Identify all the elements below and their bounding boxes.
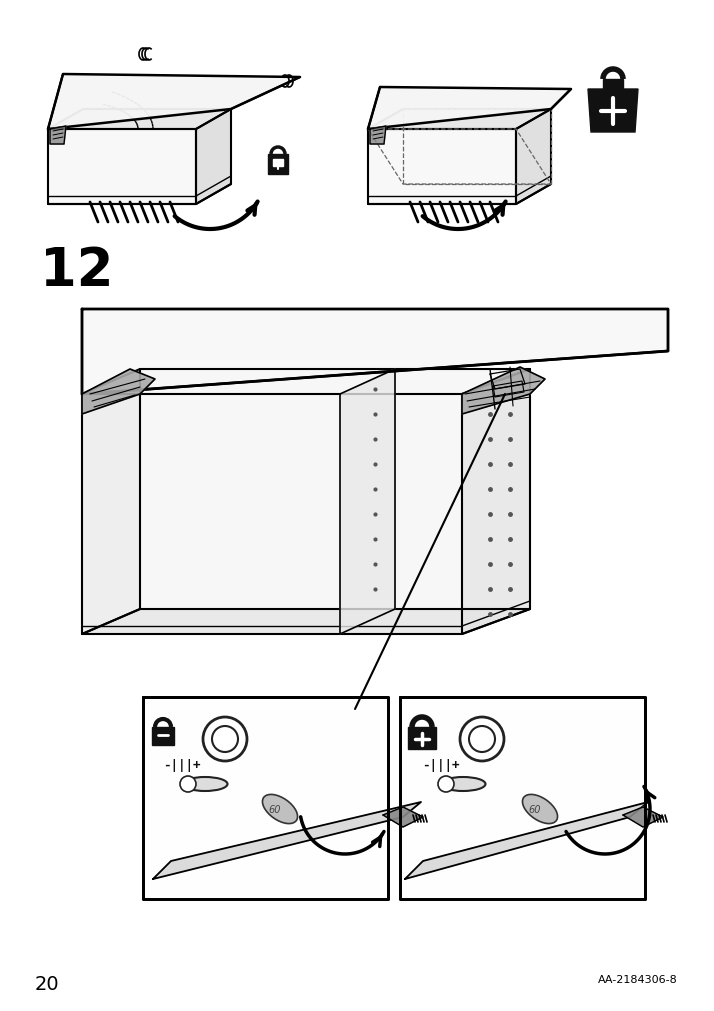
Polygon shape <box>82 370 155 415</box>
Ellipse shape <box>523 795 558 824</box>
Polygon shape <box>623 807 663 827</box>
Text: 12: 12 <box>40 245 114 296</box>
Polygon shape <box>408 727 436 749</box>
Polygon shape <box>82 610 530 634</box>
Polygon shape <box>368 110 551 129</box>
Text: AA-2184306-8: AA-2184306-8 <box>598 974 678 984</box>
Polygon shape <box>48 110 231 129</box>
Polygon shape <box>48 129 196 205</box>
Polygon shape <box>143 698 388 899</box>
Ellipse shape <box>263 795 298 824</box>
Polygon shape <box>462 370 530 634</box>
Polygon shape <box>196 110 231 205</box>
Text: -|||+: -|||+ <box>422 758 460 770</box>
Circle shape <box>469 726 495 752</box>
Circle shape <box>203 717 247 761</box>
Polygon shape <box>516 110 551 205</box>
Ellipse shape <box>441 777 486 792</box>
Polygon shape <box>368 129 516 205</box>
Polygon shape <box>48 75 300 129</box>
Polygon shape <box>268 155 288 175</box>
Polygon shape <box>152 727 174 745</box>
Polygon shape <box>370 126 386 145</box>
Polygon shape <box>400 698 645 899</box>
Circle shape <box>180 776 196 793</box>
Text: 60: 60 <box>528 804 540 814</box>
Circle shape <box>212 726 238 752</box>
Text: 20: 20 <box>35 974 60 993</box>
Ellipse shape <box>183 777 228 792</box>
Polygon shape <box>82 309 668 394</box>
Polygon shape <box>383 807 423 827</box>
Polygon shape <box>50 126 66 145</box>
Polygon shape <box>368 88 571 129</box>
Text: -|||+: -|||+ <box>163 758 201 770</box>
Polygon shape <box>462 368 545 415</box>
Polygon shape <box>603 80 623 90</box>
Circle shape <box>438 776 454 793</box>
Polygon shape <box>140 370 530 610</box>
Polygon shape <box>82 370 140 634</box>
Circle shape <box>460 717 504 761</box>
Polygon shape <box>153 802 421 880</box>
Polygon shape <box>273 160 283 167</box>
Text: 60: 60 <box>268 804 281 814</box>
Polygon shape <box>405 802 648 880</box>
Polygon shape <box>588 90 638 132</box>
Polygon shape <box>340 370 395 634</box>
